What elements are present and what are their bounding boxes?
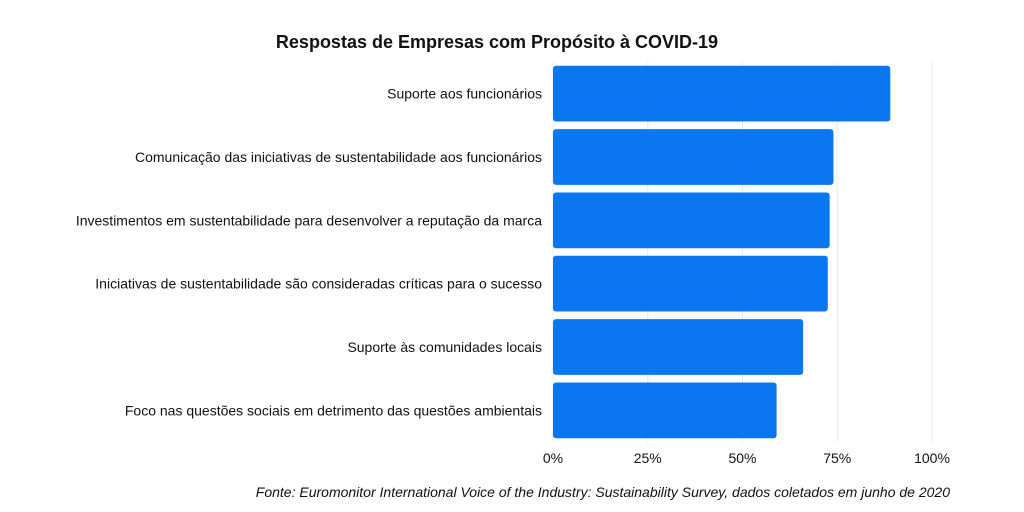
category-label-1: Comunicação das iniciativas de sustentab… [135,149,542,165]
category-label-0: Suporte aos funcionários [387,86,542,102]
x-tick-label-1: 25% [634,450,662,466]
category-label-5: Foco nas questões sociais em detrimento … [125,402,542,418]
gridlines [552,62,933,442]
x-tick-label-2: 50% [728,450,756,466]
bar-0 [553,65,891,122]
bars [553,65,891,439]
category-label-2: Investimentos em sustentabilidade para d… [76,212,542,228]
x-axis-tick-labels: 0% 25% 50% 75% 100% [543,450,950,466]
bar-4 [553,319,804,375]
chart-title: Respostas de Empresas com Propósito à CO… [276,32,718,52]
bar-2 [553,192,830,249]
x-tick-label-3: 75% [823,450,851,466]
bar-3 [553,255,828,312]
x-tick-label-0: 0% [543,450,563,466]
category-label-4: Suporte às comunidades locais [347,339,542,355]
source-note: Fonte: Euromonitor International Voice o… [256,484,950,500]
category-labels: Suporte aos funcionários Comunicação das … [76,86,542,419]
x-tick-label-4: 100% [914,450,950,466]
category-label-3: Iniciativas de sustentabilidade são cons… [95,276,542,292]
bar-5 [553,382,777,439]
bar-1 [553,129,834,185]
